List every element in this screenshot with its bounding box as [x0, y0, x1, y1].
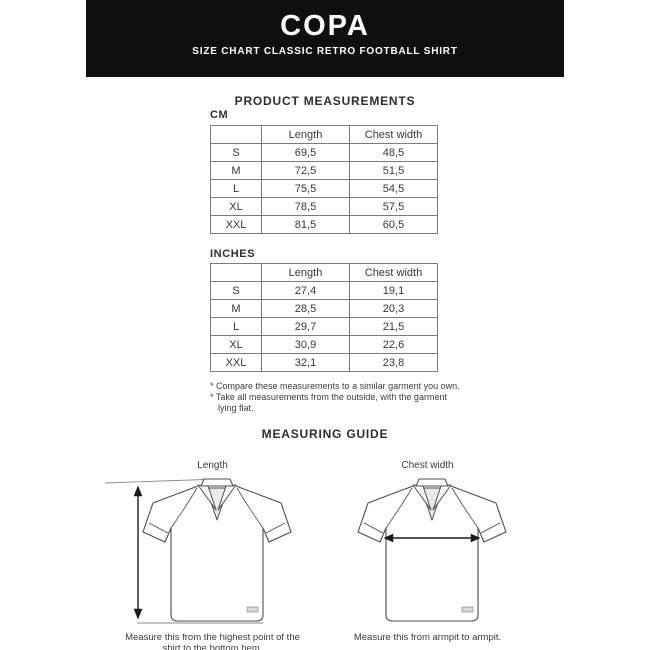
- header: COPA SIZE CHART CLASSIC RETRO FOOTBALL S…: [86, 0, 564, 77]
- length-guide-lines: [105, 479, 263, 624]
- measurement-cell: 30,9: [261, 335, 350, 354]
- measurement-cell: 22,6: [349, 335, 438, 354]
- size-label-cell: L: [210, 317, 262, 336]
- copa-logo: COPA: [280, 10, 370, 42]
- cm-unit-label: CM: [210, 109, 229, 121]
- size-label-cell: XXL: [210, 353, 262, 372]
- measurement-cell: 75,5: [261, 179, 350, 198]
- size-label-cell: M: [210, 299, 262, 318]
- measurement-cell: 23,8: [349, 353, 438, 372]
- polo-shirt-chest-illustration: [357, 478, 507, 622]
- column-header-chest-width: Chest width: [349, 263, 438, 282]
- column-header-size: [210, 125, 262, 144]
- size-row: S 69,5 48,5: [210, 143, 438, 162]
- column-header-length: Length: [261, 125, 350, 144]
- measurement-cell: 57,5: [349, 197, 438, 216]
- table-header-row: Length Chest width: [210, 125, 438, 144]
- chest-width-arrow-icon: [383, 533, 481, 543]
- column-header-length: Length: [261, 263, 350, 282]
- column-header-chest-width: Chest width: [349, 125, 438, 144]
- size-label-cell: XL: [210, 197, 262, 216]
- polo-shirt-length-illustration: [105, 478, 292, 624]
- size-label-cell: XXL: [210, 215, 262, 234]
- size-row: L 29,7 21,5: [210, 317, 438, 336]
- measurement-cell: 27,4: [261, 281, 350, 300]
- measurement-cell: 28,5: [261, 299, 350, 318]
- length-figure: Length: [105, 460, 320, 650]
- product-measurements-title: PRODUCT MEASUREMENTS: [234, 94, 416, 108]
- size-row: S 27,4 19,1: [210, 281, 438, 300]
- table-header-row: Length Chest width: [210, 263, 438, 282]
- size-footnotes: * Compare these measurements to a simila…: [210, 381, 482, 414]
- chest-width-figure-caption: Measure this from armpit to armpit.: [353, 632, 502, 643]
- length-arrow-icon: [133, 485, 143, 620]
- measurement-cell: 20,3: [349, 299, 438, 318]
- cm-size-table: Length Chest width S 69,5 48,5 M 72,5 51,5 L 75…: [210, 125, 438, 234]
- size-label-cell: M: [210, 161, 262, 180]
- measuring-guide-title: MEASURING GUIDE: [261, 427, 389, 441]
- size-row: M 28,5 20,3: [210, 299, 438, 318]
- length-figure-label: Length: [197, 460, 228, 471]
- size-label-cell: S: [210, 143, 262, 162]
- size-label-cell: S: [210, 281, 262, 300]
- polo-shirt-outline: [357, 478, 507, 622]
- measurement-cell: 51,5: [349, 161, 438, 180]
- size-row: XL 30,9 22,6: [210, 335, 438, 354]
- size-row: XXL 32,1 23,8: [210, 353, 438, 372]
- size-row: XL 78,5 57,5: [210, 197, 438, 216]
- measurement-cell: 72,5: [261, 161, 350, 180]
- size-label-cell: L: [210, 179, 262, 198]
- polo-shirt-outline: [142, 478, 292, 622]
- footnote-compare: * Compare these measurements to a simila…: [210, 381, 460, 391]
- size-row: XXL 81,5 60,5: [210, 215, 438, 234]
- inches-size-table: Length Chest width S 27,4 19,1 M 28,5 20,3 L 29…: [210, 263, 438, 372]
- measurement-cell: 81,5: [261, 215, 350, 234]
- measurement-cell: 60,5: [349, 215, 438, 234]
- size-row: M 72,5 51,5: [210, 161, 438, 180]
- length-figure-caption: Measure this from the highest point of t…: [125, 632, 300, 650]
- measurement-cell: 54,5: [349, 179, 438, 198]
- measurement-cell: 32,1: [261, 353, 350, 372]
- inches-unit-label: INCHES: [210, 248, 256, 260]
- size-row: L 75,5 54,5: [210, 179, 438, 198]
- size-chart-subtitle: SIZE CHART CLASSIC RETRO FOOTBALL SHIRT: [192, 46, 458, 57]
- measurement-cell: 29,7: [261, 317, 350, 336]
- chest-width-figure: Chest width Measure this fr: [320, 460, 535, 643]
- measurement-cell: 21,5: [349, 317, 438, 336]
- footnote-outside: * Take all measurements from the outside…: [210, 392, 447, 413]
- measurement-cell: 78,5: [261, 197, 350, 216]
- measurement-cell: 69,5: [261, 143, 350, 162]
- size-label-cell: XL: [210, 335, 262, 354]
- chest-width-figure-label: Chest width: [401, 460, 454, 471]
- column-header-size: [210, 263, 262, 282]
- measurement-cell: 48,5: [349, 143, 438, 162]
- measurement-cell: 19,1: [349, 281, 438, 300]
